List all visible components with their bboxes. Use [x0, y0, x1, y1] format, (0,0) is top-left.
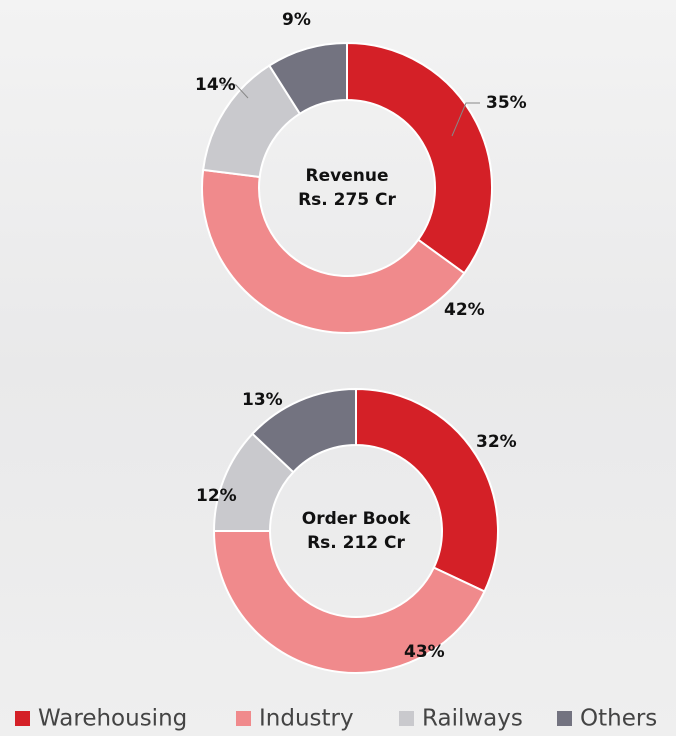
leader-line	[221, 84, 249, 99]
center-subtitle: Rs. 275 Cr	[298, 190, 396, 210]
data-label: 42%	[444, 300, 485, 320]
legend-label: Warehousing	[38, 706, 187, 732]
data-label: 9%	[282, 10, 311, 30]
center-subtitle: Rs. 212 Cr	[307, 533, 405, 553]
data-label: 43%	[404, 642, 445, 662]
legend-label: Industry	[259, 706, 354, 732]
data-label: 14%	[195, 75, 236, 95]
legend-swatch	[236, 711, 251, 726]
donut-slice	[201, 168, 466, 334]
legend-label: Railways	[422, 706, 523, 732]
center-title: Revenue	[306, 166, 389, 186]
legend-swatch	[399, 711, 414, 726]
data-label: 13%	[242, 390, 283, 410]
donut-slice	[355, 387, 499, 593]
leader-line	[451, 102, 480, 137]
donut-slice	[212, 530, 486, 674]
data-label: 12%	[196, 486, 237, 506]
donut-slice	[251, 387, 357, 474]
data-label: 32%	[476, 432, 517, 452]
donut-slice	[346, 41, 493, 275]
data-label: 35%	[486, 93, 527, 113]
legend-swatch	[15, 711, 30, 726]
donut-slice	[267, 41, 348, 116]
legend-swatch	[557, 711, 572, 726]
center-title: Order Book	[302, 509, 411, 529]
legend-label: Others	[580, 706, 657, 732]
